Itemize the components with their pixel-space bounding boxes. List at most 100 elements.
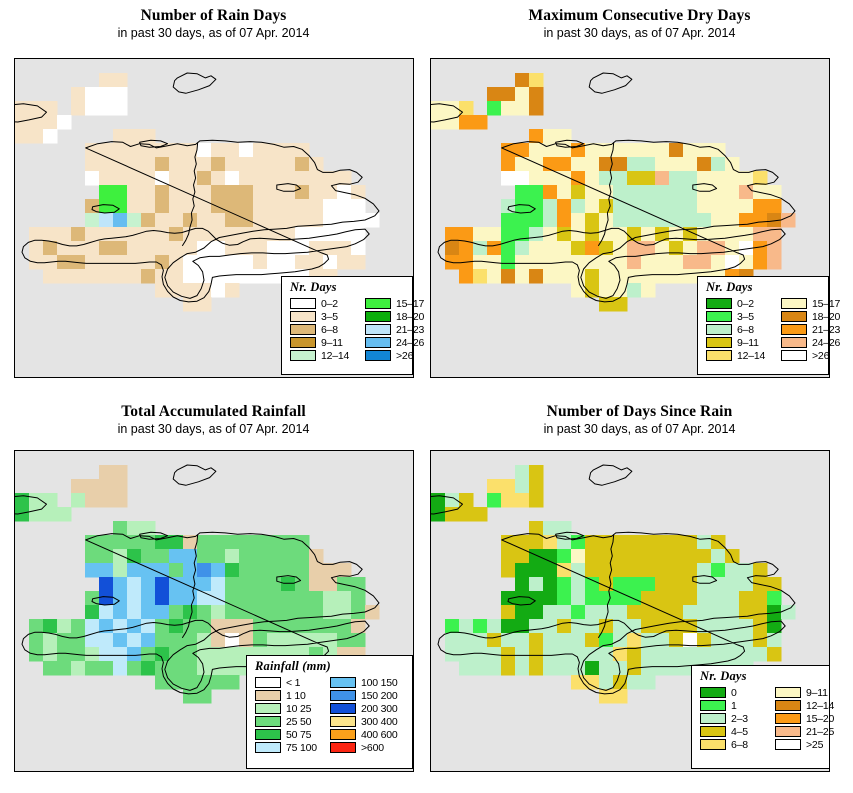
legend-row: 400 600 (330, 728, 401, 741)
legend-swatch (781, 323, 807, 336)
legend-row: 24–26 (781, 336, 852, 349)
legend-row: < 1 (255, 676, 322, 689)
legend-row: 3–5 (706, 310, 773, 323)
legend-label: 2–3 (731, 712, 748, 725)
legend-swatch (365, 323, 391, 336)
legend-swatch (255, 715, 281, 728)
map-raster-rain-days (15, 59, 412, 376)
legend-label: < 1 (286, 676, 301, 689)
legend-title: Nr. Days (700, 669, 747, 683)
legend-row: 21–25 (775, 725, 846, 738)
legend-swatch (781, 336, 807, 349)
legend-swatch (706, 297, 732, 310)
legend-row: 24–26 (365, 336, 436, 349)
legend-row: 21–23 (365, 323, 436, 336)
map-raster-days-since-rain (431, 451, 828, 770)
legend-label: 12–14 (321, 349, 350, 362)
legend-label: 18–20 (812, 310, 841, 323)
legend-row: 6–8 (290, 323, 357, 336)
map-rain-days[interactable] (14, 58, 414, 378)
legend-row: 1 10 (255, 689, 322, 702)
panel-accum-rainfall: Total Accumulated Rainfall in past 30 da… (0, 396, 427, 793)
page-title: Total Accumulated Rainfall (121, 403, 306, 420)
panel-title-rain-days: Number of Rain Days in past 30 days, as … (0, 6, 427, 41)
legend-label: 4–5 (731, 725, 748, 738)
coastline (431, 464, 796, 695)
legend-swatch (700, 725, 726, 738)
legend-row: 0–2 (290, 297, 357, 310)
legend-row: 15–17 (781, 297, 852, 310)
legend-label: 150 200 (361, 689, 398, 702)
legend-label: >26 (812, 349, 830, 362)
legend-swatch (365, 349, 391, 362)
legend-swatch (775, 738, 801, 751)
legend-label: 12–14 (806, 699, 835, 712)
legend-dry-days: Nr. Days 0–2 3–5 6–8 9–11 12–14 15–17 18–20 21… (697, 276, 840, 375)
legend-label: >600 (361, 741, 384, 754)
panel-title-days-since-rain: Number of Days Since Rain in past 30 day… (426, 402, 853, 437)
legend-swatch (706, 336, 732, 349)
legend-label: 6–8 (737, 323, 754, 336)
legend-swatch (365, 310, 391, 323)
legend-swatch (255, 702, 281, 715)
legend-label: 3–5 (737, 310, 754, 323)
page-subtitle: in past 30 days, as of 07 Apr. 2014 (543, 422, 736, 436)
legend-label: 75 100 (286, 741, 317, 754)
legend-label: 0–2 (737, 297, 754, 310)
legend-title: Nr. Days (706, 280, 753, 294)
legend-rain-days: Nr. Days 0–2 3–5 6–8 9–11 12–14 15–17 18–20 21… (281, 276, 424, 375)
legend-label: 9–11 (321, 336, 343, 349)
legend-swatch (775, 699, 801, 712)
legend-column-2: 15–17 18–20 21–23 24–26 >26 (781, 297, 852, 362)
legend-label: 10 25 (286, 702, 312, 715)
legend-swatch (290, 336, 316, 349)
legend-label: 0–2 (321, 297, 338, 310)
legend-column-1: 0–2 3–5 6–8 9–11 12–14 (706, 297, 773, 362)
legend-swatch (330, 741, 356, 754)
legend-row: >600 (330, 741, 401, 754)
legend-label: 9–11 (737, 336, 759, 349)
legend-label: 15–20 (806, 712, 835, 725)
legend-label: 24–26 (812, 336, 841, 349)
legend-swatch (290, 349, 316, 362)
legend-swatch (700, 699, 726, 712)
legend-row: 18–20 (365, 310, 436, 323)
legend-swatch (781, 297, 807, 310)
legend-label: 12–14 (737, 349, 766, 362)
page-title: Number of Rain Days (140, 7, 287, 24)
legend-label: 6–8 (321, 323, 338, 336)
legend-row: 15–20 (775, 712, 846, 725)
legend-swatch (706, 349, 732, 362)
legend-row: 50 75 (255, 728, 322, 741)
legend-column-1: 0–2 3–5 6–8 9–11 12–14 (290, 297, 357, 362)
legend-label: 6–8 (731, 738, 748, 751)
legend-row: 12–14 (290, 349, 357, 362)
panel-title-accum-rainfall: Total Accumulated Rainfall in past 30 da… (0, 402, 427, 437)
legend-label: 21–23 (396, 323, 425, 336)
page-subtitle: in past 30 days, as of 07 Apr. 2014 (543, 26, 736, 40)
legend-row: 9–11 (706, 336, 773, 349)
legend-label: 3–5 (321, 310, 338, 323)
legend-row: 6–8 (700, 738, 767, 751)
legend-swatch (330, 715, 356, 728)
page-title: Maximum Consecutive Dry Days (528, 7, 751, 24)
legend-swatch (700, 686, 726, 699)
map-dry-days[interactable] (430, 58, 830, 378)
legend-swatch (775, 686, 801, 699)
legend-row: 1 (700, 699, 767, 712)
legend-row: 10 25 (255, 702, 322, 715)
legend-swatch (255, 728, 281, 741)
legend-swatch (255, 741, 281, 754)
legend-label: 18–20 (396, 310, 425, 323)
map-days-since-rain[interactable] (430, 450, 830, 772)
legend-days-since-rain: Nr. Days 0 1 2–3 4–5 6–8 9–11 12–14 15–20 21–25… (691, 665, 834, 769)
legend-label: >25 (806, 738, 824, 751)
legend-row: >26 (781, 349, 852, 362)
legend-row: >25 (775, 738, 846, 751)
legend-row: 0–2 (706, 297, 773, 310)
legend-row: 0 (700, 686, 767, 699)
panel-days-since-rain: Number of Days Since Rain in past 30 day… (426, 396, 853, 793)
legend-row: 2–3 (700, 712, 767, 725)
legend-column-2: 15–17 18–20 21–23 24–26 >26 (365, 297, 436, 362)
